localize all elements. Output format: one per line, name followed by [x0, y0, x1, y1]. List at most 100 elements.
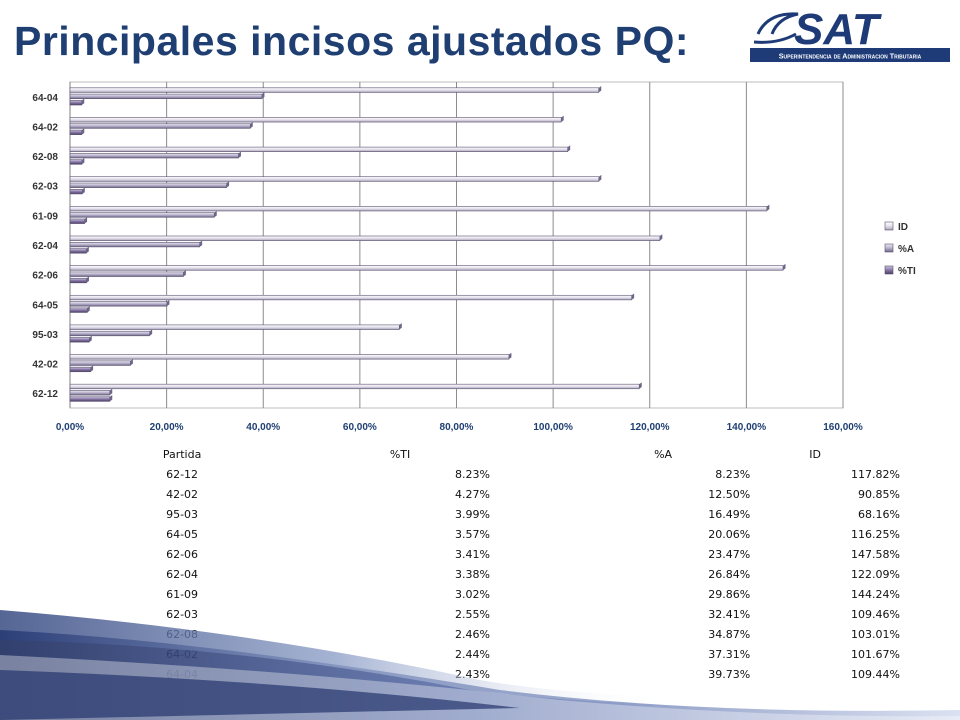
table-cell: 122.09%: [851, 567, 900, 581]
bar-cap-ti-64-04: [81, 98, 85, 106]
table-cell: 3.99%: [455, 507, 490, 521]
y-tick-label: 62-04: [32, 241, 58, 252]
table-cell: 62-06: [166, 547, 199, 561]
x-tick-label: 140,00%: [727, 422, 767, 433]
y-tick-label: 42-02: [32, 360, 58, 371]
legend-swatch: [884, 265, 894, 275]
table-cell: 3.38%: [455, 567, 490, 581]
bar-cap-ti-62-04: [86, 246, 89, 254]
table-cell: 2.55%: [455, 607, 490, 621]
table-cell: 144.24%: [851, 587, 900, 601]
bar-a-64-04: [69, 93, 263, 100]
table-cell: 64-05: [166, 527, 199, 541]
bar-a-62-12: [69, 390, 111, 396]
sat-logo: SAT Superintendencia de Administracion T…: [750, 5, 950, 62]
table-cell: 23.47%: [708, 547, 751, 561]
bar-cap-a-42-02: [130, 359, 133, 366]
table-cell: 147.58%: [851, 547, 900, 561]
bar-cap-ti-42-02: [90, 365, 94, 372]
bar-cap-ti-62-06: [86, 276, 89, 283]
x-tick-label: 0,00%: [56, 422, 84, 433]
table-cell: 16.49%: [708, 507, 751, 521]
bar-id-42-02: [69, 354, 510, 360]
bar-a-42-02: [69, 360, 131, 366]
table-row: 62-04 3.38% 26.84% 122.09%: [124, 564, 960, 584]
bar-id-62-03: [69, 176, 600, 182]
bar-cap-id-95-03: [399, 323, 402, 330]
bar-id-62-04: [69, 235, 661, 241]
bar-chart: 62-12 42-02 95-03 64-05 62-06 62-04 61-09 62-03…: [32, 81, 916, 433]
bar-a-62-08: [69, 153, 239, 159]
bar-id-95-03: [69, 324, 400, 330]
table-cell: 95-03: [166, 507, 199, 521]
table-row: 42-02 4.27% 12.50% 90.85%: [124, 484, 960, 504]
bar-ti-62-03: [69, 189, 83, 195]
table-cell: 4.27%: [455, 487, 490, 501]
table-header: Partida: [162, 447, 202, 461]
bar-ti-61-09: [69, 218, 85, 224]
bar-cap-ti-62-12: [109, 394, 113, 402]
bar-cap-ti-61-09: [84, 217, 88, 224]
bar-cap-a-64-05: [166, 299, 170, 307]
bar-cap-id-62-08: [567, 145, 571, 152]
bar-ti-42-02: [69, 366, 91, 373]
table-cell: 29.86%: [708, 587, 751, 601]
table-cell: 26.84%: [708, 567, 751, 581]
bar-id-64-04: [69, 87, 600, 93]
y-tick-label: 62-03: [32, 182, 58, 193]
bar-cap-id-64-05: [631, 293, 635, 300]
bar-cap-a-61-09: [214, 210, 217, 218]
bar-ti-62-04: [69, 248, 87, 254]
legend-label: %A: [898, 244, 914, 255]
bar-id-64-05: [69, 294, 632, 301]
bar-cap-ti-64-05: [87, 306, 90, 313]
bar-cap-id-62-03: [598, 174, 602, 182]
bar-cap-ti-64-02: [81, 128, 85, 135]
y-tick-label: 62-06: [32, 271, 58, 282]
x-tick-label: 60,00%: [343, 422, 377, 433]
table-cell: 3.41%: [455, 547, 490, 561]
table-cell: 116.25%: [851, 527, 900, 541]
y-tick-label: 64-04: [32, 93, 58, 104]
table-cell: 62-03: [166, 607, 199, 621]
y-tick-label: 62-08: [32, 152, 58, 163]
bar-cap-id-61-09: [766, 204, 770, 211]
bar-cap-a-62-08: [238, 151, 241, 158]
bar-cap-a-62-03: [226, 181, 230, 188]
x-tick-label: 160,00%: [823, 422, 863, 433]
bar-cap-ti-95-03: [89, 335, 92, 343]
bar-a-64-05: [69, 301, 168, 307]
bar-cap-ti-62-08: [81, 157, 85, 165]
legend-swatch: [884, 221, 894, 231]
logo-swirl-icon: [753, 12, 799, 44]
bar-ti-62-08: [69, 159, 83, 165]
table-cell: 109.44%: [851, 667, 900, 681]
table-cell: 32.41%: [708, 607, 751, 621]
bar-a-62-03: [69, 182, 227, 188]
legend-label: ID: [898, 222, 908, 233]
bar-cap-id-64-02: [561, 115, 564, 123]
page-title: Principales incisos ajustados PQ:: [14, 18, 690, 64]
logo-subtitle: Superintendencia de Administracion Tribu…: [779, 52, 922, 61]
table-cell: 101.67%: [851, 647, 900, 661]
bar-id-61-09: [69, 206, 768, 212]
table-cell: 68.16%: [858, 507, 900, 521]
table-header: ID: [809, 447, 821, 461]
table-cell: 12.50%: [708, 487, 751, 501]
bar-cap-id-62-12: [639, 382, 642, 389]
bar-cap-id-42-02: [508, 352, 512, 360]
table-cell: 39.73%: [708, 667, 751, 681]
legend-label: %TI: [898, 266, 916, 277]
bar-cap-id-62-04: [659, 234, 663, 241]
bar-cap-a-62-12: [109, 388, 113, 396]
table-row: 64-05 3.57% 20.06% 116.25%: [124, 524, 960, 544]
table-row: 62-03 2.55% 32.41% 109.46%: [124, 604, 960, 624]
table-cell: 61-09: [166, 587, 199, 601]
table-cell: 20.06%: [708, 527, 751, 541]
legend-swatch: [884, 243, 894, 253]
bar-id-62-06: [69, 265, 784, 271]
bar-a-95-03: [69, 330, 150, 337]
bar-a-64-02: [69, 123, 251, 129]
bar-a-62-04: [69, 242, 200, 248]
bar-ti-64-02: [69, 129, 83, 135]
